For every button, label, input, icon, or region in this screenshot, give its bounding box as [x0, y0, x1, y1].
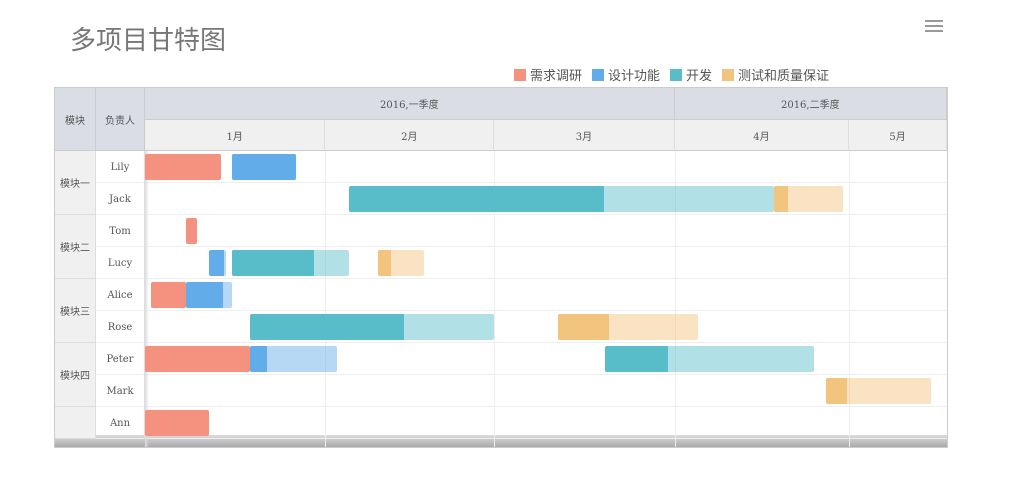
task-bar[interactable] — [145, 346, 250, 372]
task-progress — [209, 250, 224, 276]
task-progress — [825, 378, 847, 404]
task-bar[interactable] — [825, 378, 931, 404]
left-shadow — [145, 151, 149, 447]
task-progress — [145, 154, 221, 180]
legend-item[interactable]: 测试和质量保证 — [722, 65, 829, 84]
row-divider — [96, 342, 947, 343]
legend-item[interactable]: 需求调研 — [513, 65, 582, 84]
row-divider — [96, 374, 947, 375]
row-divider — [96, 278, 947, 279]
owner-cell: Alice — [96, 279, 145, 311]
legend-swatch — [722, 68, 735, 81]
month-header: 3月 — [494, 120, 675, 151]
chart-title: 多项目甘特图 — [70, 26, 227, 56]
legend-item[interactable]: 开发 — [670, 65, 712, 84]
month-gridline — [494, 151, 496, 447]
month-gridline — [849, 151, 851, 447]
column-header-module: 模块 — [55, 88, 96, 151]
task-bar[interactable] — [150, 282, 186, 308]
task-progress — [185, 218, 198, 244]
legend-swatch — [513, 68, 526, 81]
task-bar[interactable] — [232, 250, 349, 276]
legend-label: 测试和质量保证 — [738, 69, 830, 84]
task-progress — [377, 250, 391, 276]
task-progress — [558, 314, 609, 340]
legend-swatch — [591, 68, 604, 81]
owner-cell: Rose — [96, 311, 145, 343]
task-progress — [604, 346, 668, 372]
legend-item[interactable]: 设计功能 — [591, 65, 660, 84]
owner-cell: Lily — [96, 151, 145, 183]
month-header: 5月 — [849, 120, 947, 151]
task-progress — [348, 186, 604, 212]
quarter-header: 2016,一季度 — [145, 88, 675, 120]
task-progress — [232, 250, 314, 276]
task-progress — [249, 346, 268, 372]
module-cell: 模块一 — [55, 151, 96, 215]
module-cell: 模块二 — [55, 215, 96, 279]
legend-label: 设计功能 — [607, 69, 660, 84]
legend-swatch — [670, 68, 682, 81]
row-divider — [96, 246, 947, 247]
month-gridline — [674, 151, 676, 447]
owner-cell: Jack — [96, 183, 145, 215]
row-divider — [96, 182, 947, 183]
task-bar[interactable] — [232, 154, 297, 180]
module-cell — [55, 407, 96, 439]
task-bar[interactable] — [558, 314, 698, 340]
horizontal-scrollbar[interactable] — [55, 435, 947, 447]
month-header: 1月 — [145, 120, 326, 151]
row-divider — [96, 438, 947, 439]
task-bar[interactable] — [185, 218, 198, 244]
owner-cell: Lucy — [96, 247, 145, 279]
month-header: 2月 — [325, 120, 495, 151]
task-progress — [249, 314, 404, 340]
module-cell: 模块三 — [55, 279, 96, 343]
task-bar[interactable] — [185, 282, 233, 308]
task-bar[interactable] — [377, 250, 425, 276]
owner-cell: Ann — [96, 407, 145, 439]
owner-cell: Mark — [96, 375, 145, 407]
task-bar[interactable] — [348, 186, 774, 212]
task-bar[interactable] — [145, 154, 221, 180]
task-bar[interactable] — [209, 250, 227, 276]
quarter-header: 2016,二季度 — [674, 88, 947, 120]
task-bar[interactable] — [249, 346, 338, 372]
task-progress — [145, 410, 210, 436]
module-cell: 模块四 — [55, 343, 96, 407]
task-progress — [185, 282, 223, 308]
hamburger-menu-icon[interactable] — [925, 20, 943, 34]
row-divider — [96, 310, 947, 311]
task-progress — [232, 154, 297, 180]
task-progress — [773, 186, 788, 212]
month-gridline — [325, 151, 327, 447]
legend-label: 开发 — [686, 69, 713, 84]
legend: 需求调研 设计功能 开发 测试和质量保证 — [0, 65, 1000, 84]
row-divider — [96, 406, 947, 407]
month-header: 4月 — [674, 120, 850, 151]
legend-label: 需求调研 — [529, 69, 582, 84]
task-bar[interactable] — [145, 410, 210, 436]
task-progress — [145, 346, 250, 372]
row-divider — [96, 214, 947, 215]
task-bar[interactable] — [773, 186, 844, 212]
column-header-owner: 负责人 — [96, 88, 145, 151]
owner-cell: Tom — [96, 215, 145, 247]
gantt-grid: 模块 负责人 2016,一季度 2016,二季度 1月 2月 3月 4月 5月 Lily Jack T… — [54, 87, 948, 448]
task-bar[interactable] — [249, 314, 495, 340]
task-bar[interactable] — [604, 346, 815, 372]
task-progress — [150, 282, 186, 308]
owner-cell: Peter — [96, 343, 145, 375]
